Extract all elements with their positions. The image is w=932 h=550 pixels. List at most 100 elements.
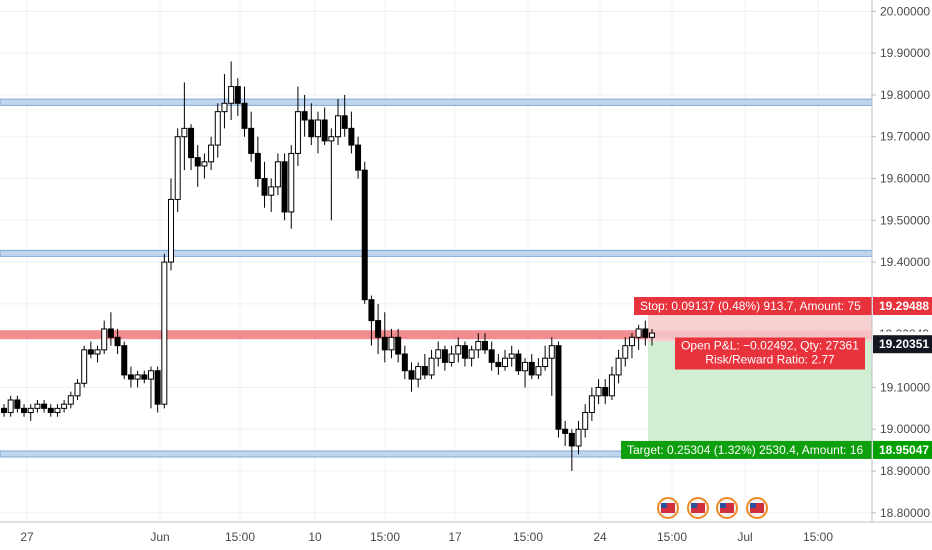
- target-label: Target: 0.25304 (1.32%) 2530.4, Amount: …: [627, 443, 863, 457]
- candle-body: [214, 111, 221, 146]
- candle-body: [94, 349, 101, 355]
- candle-body: [548, 345, 555, 359]
- candle-body: [361, 169, 368, 301]
- time-tick-label: Jun: [150, 530, 169, 544]
- candle-body: [441, 349, 448, 363]
- candle-body: [41, 403, 48, 409]
- candle-body: [575, 428, 582, 447]
- candle-body: [114, 336, 121, 347]
- position-labels: Stop: 0.09137 (0.48%) 913.7, Amount: 75 …: [621, 297, 872, 459]
- flag-canton: [691, 503, 697, 508]
- time-tick-label: 15:00: [513, 530, 543, 544]
- price-tick-label: 19.90000: [880, 46, 930, 60]
- candle-body: [27, 407, 34, 414]
- candle-body: [281, 161, 288, 213]
- candle-body: [248, 127, 255, 154]
- time-tick-label: 27: [20, 530, 34, 544]
- candle-body: [14, 399, 21, 409]
- candle-body: [395, 336, 402, 355]
- price-tag: [873, 440, 932, 459]
- zone-band: [0, 98, 873, 106]
- candle-body: [21, 407, 28, 414]
- price-tick-label: 19.40000: [880, 255, 930, 269]
- candle-body: [301, 111, 308, 121]
- candle-body: [515, 353, 522, 372]
- flag-canton: [720, 503, 726, 508]
- price-tag: [873, 297, 932, 316]
- candle-body: [67, 395, 74, 405]
- pnl-label-box: [675, 337, 865, 370]
- flag-canton: [750, 503, 756, 508]
- time-tick-label: Jul: [737, 530, 752, 544]
- candle-body: [268, 186, 275, 196]
- candle-body: [134, 374, 141, 380]
- candle-body: [7, 399, 14, 414]
- price-tag: [873, 335, 932, 354]
- time-tick-label: 15:00: [657, 530, 687, 544]
- price-axis[interactable]: 20.00000 19.90000 19.80000 19.70000 19.60000…: [871, 0, 932, 550]
- candle-body: [542, 357, 549, 368]
- position-tool[interactable]: [648, 306, 872, 450]
- time-axis[interactable]: 27 Jun 15:00 10 15:00 17 15:00 24 15:00 Jul 15:00: [0, 521, 932, 550]
- candle-body: [401, 353, 408, 372]
- candle-body: [335, 115, 342, 138]
- time-tick-label: 10: [308, 530, 322, 544]
- candle-body: [101, 328, 108, 351]
- candle-body: [481, 340, 488, 351]
- flag-stripes: [661, 503, 675, 513]
- candle-body: [528, 361, 535, 376]
- candle-body: [107, 328, 114, 338]
- price-tick-label: 19.50000: [880, 213, 930, 227]
- candle-body: [274, 161, 281, 188]
- candle-body: [642, 328, 649, 338]
- flag-canton: [661, 503, 667, 508]
- candle-body: [535, 366, 542, 376]
- candle-body: [388, 336, 395, 351]
- candle-body: [261, 178, 268, 196]
- candle-body: [628, 336, 635, 347]
- candle-body: [328, 136, 335, 142]
- price-tick-label: 19.60000: [880, 172, 930, 186]
- candle-body: [615, 357, 622, 376]
- price-tag-label: 19.20351: [879, 337, 929, 351]
- candle-body: [582, 412, 589, 430]
- price-tick-label: 19.70000: [880, 130, 930, 144]
- candle-body: [208, 144, 215, 163]
- candle-body: [522, 361, 529, 372]
- candle-body: [408, 370, 415, 380]
- candle-body: [555, 345, 562, 430]
- candle-body: [381, 336, 388, 351]
- candle-body: [341, 115, 348, 129]
- candle-body: [622, 345, 629, 359]
- candle-body: [415, 366, 422, 380]
- candle-body: [47, 407, 54, 414]
- candle-body: [87, 349, 94, 355]
- candle-body: [127, 374, 134, 380]
- time-tick-label: 17: [448, 530, 462, 544]
- flag-stripes: [750, 503, 764, 513]
- candle-body: [435, 349, 442, 359]
- risk-reward-label: Risk/Reward Ratio: 2.77: [705, 352, 835, 366]
- price-tick-label: 19.10000: [880, 380, 930, 394]
- candle-body: [348, 127, 355, 146]
- candle-body: [141, 374, 148, 380]
- candle-body: [588, 395, 595, 414]
- candle-body: [174, 136, 181, 200]
- candle-body: [602, 386, 609, 397]
- price-tag-label: 19.29488: [879, 299, 929, 313]
- price-tick-label: 19.80000: [880, 88, 930, 102]
- candle-body: [308, 119, 315, 138]
- candle-body: [168, 198, 175, 263]
- candle-body: [508, 353, 515, 359]
- economic-event-flags[interactable]: [657, 497, 768, 519]
- candle-body: [121, 345, 128, 376]
- candle-body: [234, 86, 241, 104]
- target-label-box: [621, 440, 872, 459]
- time-axis-bg: [0, 522, 932, 550]
- candle-body: [595, 386, 602, 397]
- candle-body: [502, 357, 509, 368]
- price-tick-label: 18.80000: [880, 506, 930, 520]
- candle-body: [368, 299, 375, 322]
- stop-label: Stop: 0.09137 (0.48%) 913.7, Amount: 75: [640, 299, 861, 313]
